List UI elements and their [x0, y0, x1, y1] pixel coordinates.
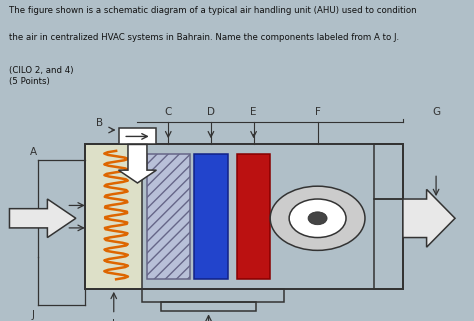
Bar [142, 289, 284, 302]
Text: C: C [164, 107, 172, 117]
Bar [237, 154, 270, 279]
Circle shape [270, 186, 365, 250]
Bar [194, 154, 228, 279]
Polygon shape [9, 199, 76, 238]
Text: B: B [96, 118, 103, 128]
Polygon shape [118, 144, 156, 183]
Circle shape [289, 199, 346, 238]
Text: (CILO 2, and 4)
(5 Points): (CILO 2, and 4) (5 Points) [9, 66, 74, 85]
Bar [374, 144, 403, 199]
Text: The figure shown is a schematic diagram of a typical air handling unit (AHU) use: The figure shown is a schematic diagram … [9, 6, 417, 15]
Text: E: E [250, 107, 257, 117]
Bar [85, 144, 403, 289]
Text: G: G [432, 107, 440, 117]
Text: A: A [29, 147, 37, 157]
Text: D: D [207, 107, 215, 117]
Text: J: J [32, 310, 35, 320]
Bar [85, 144, 142, 289]
Bar [147, 154, 190, 279]
Text: I: I [112, 319, 115, 321]
Bar [161, 302, 256, 311]
Polygon shape [403, 189, 455, 247]
Circle shape [308, 212, 327, 225]
Bar [374, 199, 403, 289]
Bar [118, 128, 156, 144]
Text: the air in centralized HVAC systems in Bahrain. Name the components labeled from: the air in centralized HVAC systems in B… [9, 33, 400, 42]
Text: F: F [315, 107, 320, 117]
